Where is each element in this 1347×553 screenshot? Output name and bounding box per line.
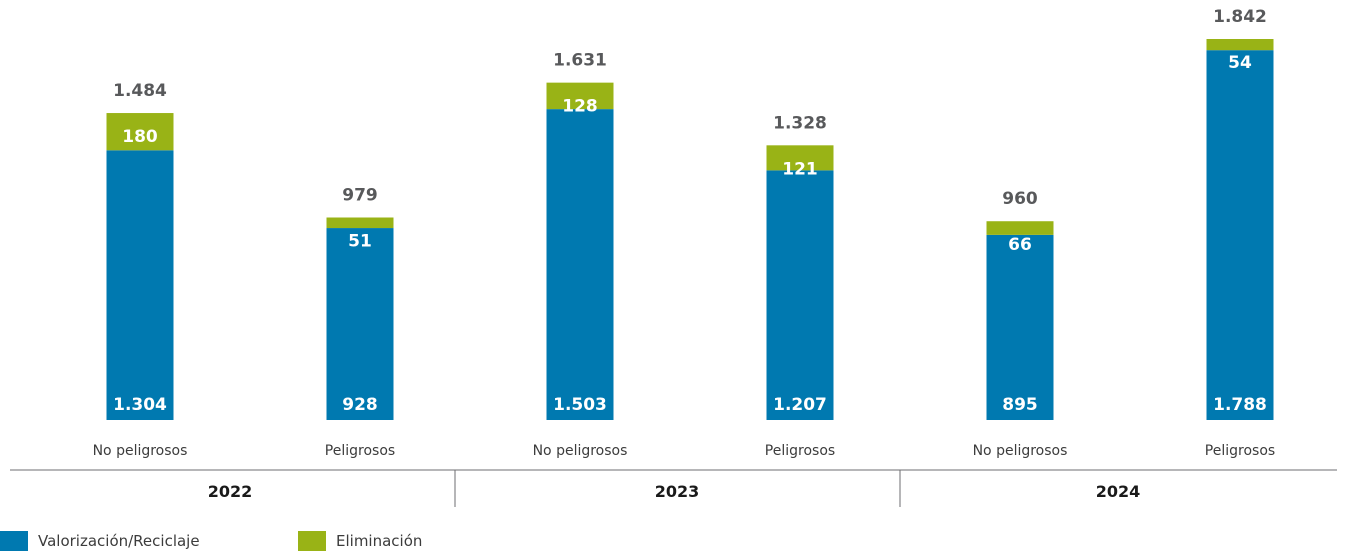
value-label-eliminacion: 121 xyxy=(782,159,818,179)
value-label-valorizacion: 1.207 xyxy=(773,395,827,415)
year-label: 2024 xyxy=(1096,482,1141,501)
bar-eliminacion xyxy=(1206,39,1274,51)
category-label: Peligrosos xyxy=(325,443,395,459)
legend-label-valorizacion: Valorización/Reciclaje xyxy=(38,532,200,550)
value-label-valorizacion: 1.304 xyxy=(113,395,167,415)
value-label-valorizacion: 1.503 xyxy=(553,395,607,415)
legend: Valorización/Reciclaje Eliminación xyxy=(0,530,422,552)
bar-eliminacion xyxy=(106,113,174,151)
category-label: Peligrosos xyxy=(1205,443,1275,459)
value-label-eliminacion: 54 xyxy=(1228,53,1252,73)
bar-eliminacion xyxy=(986,221,1054,235)
value-label-eliminacion: 180 xyxy=(122,127,158,147)
value-label-eliminacion: 128 xyxy=(562,97,598,117)
legend-item-valorizacion: Valorización/Reciclaje xyxy=(0,531,298,551)
total-label: 1.328 xyxy=(773,113,827,133)
bar-valorizacion xyxy=(326,228,394,420)
bar-eliminacion xyxy=(766,145,834,171)
legend-swatch-valorizacion xyxy=(0,531,28,551)
legend-swatch-eliminacion xyxy=(298,531,326,551)
total-label: 1.631 xyxy=(553,51,607,71)
bar-valorizacion xyxy=(986,234,1054,420)
bar-valorizacion xyxy=(546,109,614,420)
bar-eliminacion xyxy=(326,217,394,229)
total-label: 960 xyxy=(1002,189,1038,209)
total-label: 1.484 xyxy=(113,81,167,101)
year-label: 2022 xyxy=(208,482,253,501)
total-label: 979 xyxy=(342,186,378,206)
category-label: No peligrosos xyxy=(93,443,188,459)
x-axis: 2022 2023 2024 xyxy=(10,469,1337,507)
value-label-eliminacion: 51 xyxy=(348,232,372,252)
value-label-eliminacion: 66 xyxy=(1008,235,1032,255)
bar-eliminacion xyxy=(546,82,614,110)
bar-valorizacion xyxy=(1206,50,1274,421)
year-label: 2023 xyxy=(655,482,700,501)
bars-layer xyxy=(106,39,1274,421)
value-label-valorizacion: 928 xyxy=(342,395,378,415)
value-label-valorizacion: 895 xyxy=(1002,395,1038,415)
legend-item-eliminacion: Eliminación xyxy=(298,531,422,551)
value-label-valorizacion: 1.788 xyxy=(1213,395,1267,415)
bar-valorizacion xyxy=(106,150,174,420)
legend-label-eliminacion: Eliminación xyxy=(336,532,423,550)
labels-layer: 1.304 180 1.484 No peligrosos 928 51 979 Peligr… xyxy=(93,7,1276,459)
category-label: No peligrosos xyxy=(533,443,628,459)
category-label: No peligrosos xyxy=(973,443,1068,459)
total-label: 1.842 xyxy=(1213,7,1267,27)
category-label: Peligrosos xyxy=(765,443,835,459)
bar-valorizacion xyxy=(766,170,834,420)
